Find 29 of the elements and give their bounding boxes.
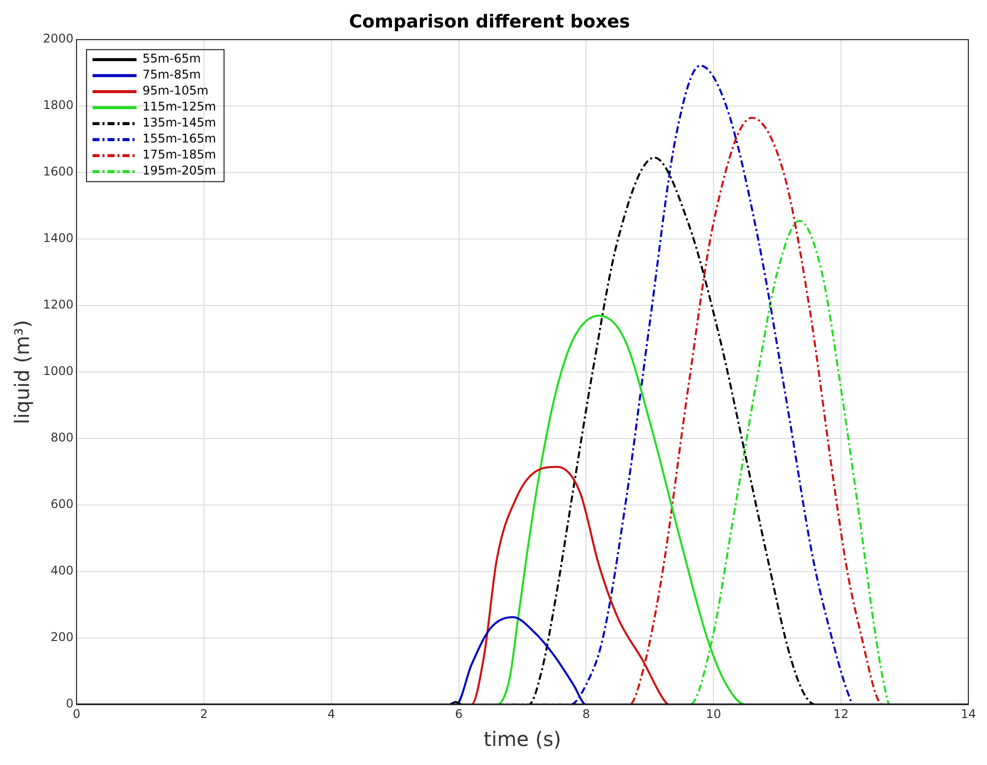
x-tick-label: 10 [706,706,722,721]
y-tick-label: 800 [50,430,74,445]
y-tick-label: 1800 [42,98,74,112]
legend-label: 195m-205m [142,164,216,178]
legend-label: 135m-145m [142,116,216,130]
y-tick-label: 200 [50,630,74,644]
y-tick-label: 1000 [42,364,74,378]
chart-title: Comparison different boxes [349,11,630,32]
x-axis-title: time (s) [484,727,562,752]
x-tick-label: 8 [582,706,590,721]
y-axis-title: liquid (m³) [10,320,34,424]
y-tick-label: 0 [66,696,74,711]
y-tick-label: 400 [50,564,74,578]
legend-label: 75m-85m [142,68,201,82]
y-tick-label: 1200 [42,298,74,312]
y-tick-label: 1600 [42,164,74,179]
legend-label: 95m-105m [142,84,208,98]
x-tick-label: 2 [200,706,208,721]
y-tick-label: 2000 [42,32,74,46]
legend-label: 155m-165m [142,132,216,146]
y-tick-label: 600 [50,497,74,512]
legend-label: 115m-125m [142,100,216,114]
x-tick-label: 6 [454,706,463,721]
x-tick-label: 4 [328,706,336,721]
y-tick-label: 1400 [42,231,74,246]
legend-label: 55m-65m [142,52,201,66]
legend-label: 175m-185m [142,148,216,162]
x-tick-label: 12 [833,706,849,721]
x-tick-label: 14 [960,706,976,721]
